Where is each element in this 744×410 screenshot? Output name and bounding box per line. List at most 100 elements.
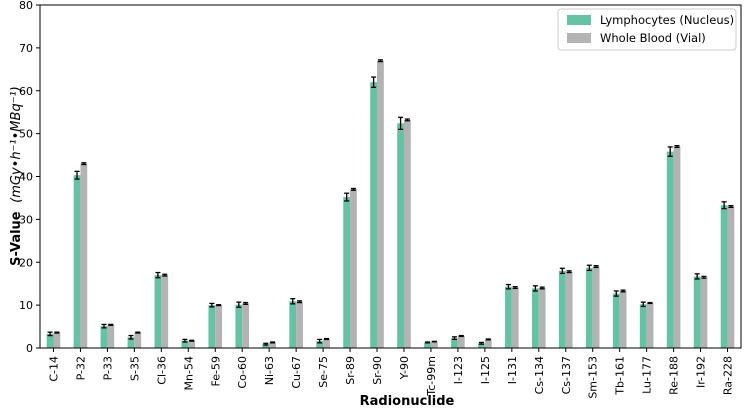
legend-swatch-whole-blood — [567, 33, 591, 43]
bar-whole-blood-sm-153 — [592, 266, 600, 348]
x-tick-label: Tc-99m — [425, 356, 438, 397]
x-tick-label: Cs-137 — [560, 356, 573, 394]
bar-lymphocytes-p-33 — [100, 326, 108, 348]
x-tick-label: Ir-192 — [695, 356, 708, 388]
bar-lymphocytes-p-32 — [73, 175, 81, 348]
bar-lymphocytes-cu-67 — [289, 301, 297, 348]
bar-lymphocytes-mn-54 — [181, 340, 189, 348]
bar-lymphocytes-i-125 — [478, 343, 485, 348]
bar-whole-blood-p-32 — [80, 163, 88, 348]
y-tick-label: 30 — [19, 213, 33, 226]
x-tick-label: Tb-161 — [614, 356, 627, 396]
bar-lymphocytes-sr-89 — [343, 197, 351, 348]
bar-whole-blood-re-188 — [673, 146, 681, 348]
bar-lymphocytes-fe-59 — [208, 305, 216, 348]
bar-whole-blood-s-35 — [134, 332, 142, 348]
bar-lymphocytes-c-14 — [46, 333, 54, 348]
x-tick-label: Y-90 — [398, 356, 411, 380]
bar-lymphocytes-ra-228 — [720, 205, 728, 348]
bar-lymphocytes-i-123 — [451, 338, 458, 348]
x-tick-label: I-131 — [506, 356, 519, 384]
x-tick-label: Se-75 — [317, 356, 330, 388]
bar-lymphocytes-re-188 — [666, 151, 674, 348]
bar-lymphocytes-i-131 — [505, 286, 512, 348]
y-tick-label: 60 — [19, 85, 33, 98]
y-tick-label: 40 — [19, 171, 33, 184]
bar-whole-blood-co-60 — [242, 303, 250, 348]
bar-whole-blood-fe-59 — [215, 305, 223, 348]
bar-whole-blood-cl-36 — [161, 275, 169, 348]
bar-whole-blood-i-125 — [484, 339, 492, 348]
bars-group — [46, 60, 735, 349]
x-tick-label: Lu-177 — [641, 356, 654, 394]
x-tick-label: Mn-54 — [182, 356, 195, 390]
error-bars-group — [47, 59, 734, 346]
bar-lymphocytes-co-60 — [235, 304, 243, 348]
bar-lymphocytes-y-90 — [397, 123, 404, 349]
bar-whole-blood-cu-67 — [296, 301, 303, 348]
bar-whole-blood-cs-134 — [538, 287, 546, 348]
x-tick-label: I-123 — [452, 356, 465, 384]
bar-lymphocytes-cs-137 — [558, 270, 566, 348]
bar-lymphocytes-sm-153 — [585, 267, 593, 348]
x-tick-label: Sm-153 — [587, 356, 600, 399]
x-tick-label: Sr-89 — [344, 356, 357, 385]
bar-whole-blood-sr-89 — [350, 189, 357, 348]
bar-lymphocytes-ir-192 — [693, 276, 701, 348]
bar-whole-blood-c-14 — [53, 332, 61, 348]
x-tick-label: Sr-90 — [371, 356, 384, 385]
x-tick-label: I-125 — [479, 356, 492, 384]
bar-lymphocytes-tb-161 — [612, 293, 620, 348]
x-tick-label: Co-60 — [236, 356, 249, 389]
bar-whole-blood-se-75 — [323, 338, 330, 348]
legend-label-lymphocytes: Lymphocytes (Nucleus) — [600, 13, 734, 27]
bar-lymphocytes-cs-134 — [531, 288, 539, 348]
bar-whole-blood-sr-90 — [377, 60, 384, 349]
x-tick-label: P-33 — [101, 356, 114, 380]
legend: Lymphocytes (Nucleus) Whole Blood (Vial) — [557, 8, 737, 51]
bar-whole-blood-y-90 — [403, 119, 411, 348]
y-tick-label: 50 — [19, 128, 33, 141]
x-tick-label: Ni-63 — [263, 356, 276, 385]
y-axis-label: S-Value (mGy•h⁻¹•MBq⁻¹) — [9, 86, 24, 266]
x-tick-label: S-35 — [128, 356, 141, 381]
bar-whole-blood-cs-137 — [565, 271, 573, 348]
y-tick-label: 80 — [19, 0, 33, 12]
x-ticks-group: C-14 P-32 P-33 S-35 Cl-36 Mn-54 Fe-59 Co-60 Ni-6… — [47, 348, 735, 399]
bar-lymphocytes-lu-177 — [639, 304, 647, 348]
bar-whole-blood-i-131 — [511, 287, 519, 348]
y-tick-label: 70 — [19, 42, 33, 55]
bar-whole-blood-tb-161 — [619, 290, 627, 348]
bar-whole-blood-ir-192 — [700, 277, 708, 348]
x-tick-label: Cl-36 — [155, 356, 168, 385]
axes-group — [39, 4, 742, 349]
bar-whole-blood-i-123 — [457, 335, 465, 348]
bar-lymphocytes-ni-63 — [262, 344, 270, 348]
x-tick-label: Ra-228 — [722, 356, 735, 395]
y-ticks-group: 0 10 20 30 40 50 60 70 80 — [19, 0, 40, 355]
legend-box — [557, 8, 737, 51]
bar-whole-blood-mn-54 — [188, 340, 196, 348]
y-axis-label-text: S-Value — [9, 211, 24, 266]
bar-whole-blood-ra-228 — [727, 206, 735, 348]
bar-whole-blood-tc-99m — [430, 341, 438, 348]
x-tick-label: Cu-67 — [290, 356, 303, 389]
x-tick-label: Fe-59 — [209, 356, 222, 386]
plot-frame — [39, 4, 742, 349]
y-tick-label: 10 — [19, 299, 33, 312]
bar-whole-blood-lu-177 — [646, 302, 654, 348]
x-axis-label: Radionuclide — [360, 394, 455, 409]
legend-label-whole-blood: Whole Blood (Vial) — [600, 31, 706, 45]
y-axis-label-units: (mGy•h⁻¹•MBq⁻¹) — [9, 86, 24, 203]
bar-whole-blood-ni-63 — [269, 342, 276, 348]
x-tick-label: C-14 — [47, 356, 60, 382]
legend-swatch-lymphocytes — [567, 15, 591, 25]
bar-lymphocytes-cl-36 — [154, 275, 162, 348]
bar-lymphocytes-se-75 — [316, 341, 324, 348]
bar-whole-blood-p-33 — [107, 324, 115, 348]
bar-lymphocytes-tc-99m — [424, 342, 431, 348]
y-tick-label: 20 — [19, 256, 33, 269]
x-tick-label: Cs-134 — [533, 356, 546, 394]
x-tick-label: P-32 — [74, 356, 87, 380]
